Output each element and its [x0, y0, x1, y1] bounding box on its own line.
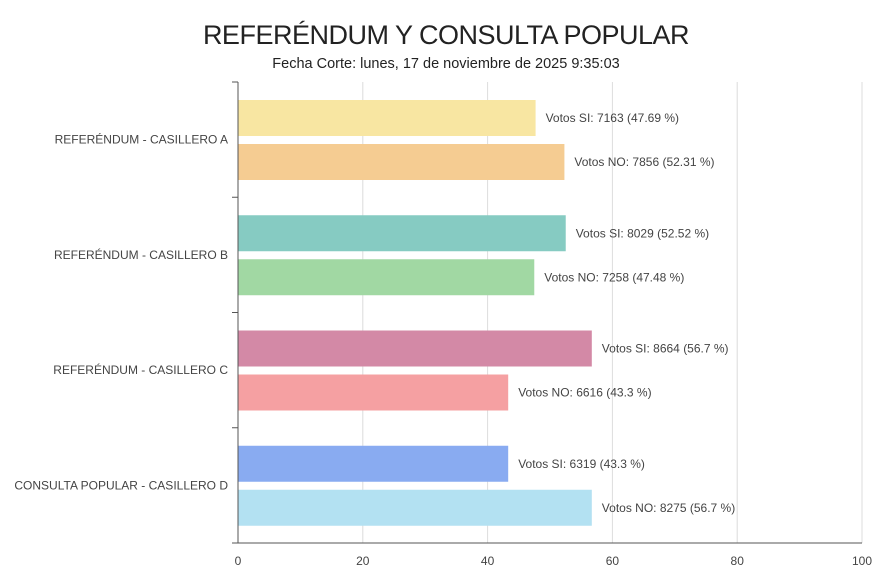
x-tick-label: 40: [481, 554, 495, 566]
category-label: CONSULTA POPULAR - CASILLERO D: [14, 478, 228, 492]
category-label: REFERÉNDUM - CASILLERO A: [55, 132, 228, 147]
bar-value-label: Votos NO: 8275 (56.7 %): [602, 501, 735, 515]
bar-value-label: Votos NO: 6616 (43.3 %): [518, 386, 651, 400]
chart-title: REFERÉNDUM Y CONSULTA POPULAR: [202, 20, 690, 50]
bar: [238, 445, 509, 482]
bar: [238, 330, 592, 367]
x-tick-label: 100: [852, 554, 872, 566]
bar: [238, 259, 535, 296]
x-tick-label: 0: [235, 554, 242, 566]
bar-value-label: Votos NO: 7258 (47.48 %): [544, 270, 684, 284]
bar-value-label: Votos SI: 8029 (52.52 %): [576, 226, 709, 240]
bar: [238, 100, 536, 136]
bar: [238, 374, 509, 411]
bar-value-label: Votos SI: 6319 (43.3 %): [518, 457, 645, 471]
bars: [238, 100, 592, 526]
bar: [238, 215, 566, 252]
x-tick-label: 20: [356, 554, 370, 566]
chart-subtitle: Fecha Corte: lunes, 17 de noviembre de 2…: [272, 56, 620, 72]
data-labels: Votos SI: 7163 (47.69 %) Votos NO: 7856 (…: [518, 111, 735, 515]
category-label: REFERÉNDUM - CASILLERO B: [54, 247, 228, 262]
axes: 0 20 40 60 80 100 REFERÉNDUM - CASILLERO A REFE…: [14, 81, 872, 566]
x-tick-label: 80: [731, 554, 745, 566]
bar: [238, 489, 592, 526]
x-tick-label: 60: [606, 554, 620, 566]
category-label: REFERÉNDUM - CASILLERO C: [53, 362, 228, 377]
bar-value-label: Votos NO: 7856 (52.31 %): [574, 155, 714, 169]
bar: [238, 144, 565, 180]
bar-value-label: Votos SI: 8664 (56.7 %): [602, 342, 729, 356]
bar-value-label: Votos SI: 7163 (47.69 %): [546, 111, 679, 125]
